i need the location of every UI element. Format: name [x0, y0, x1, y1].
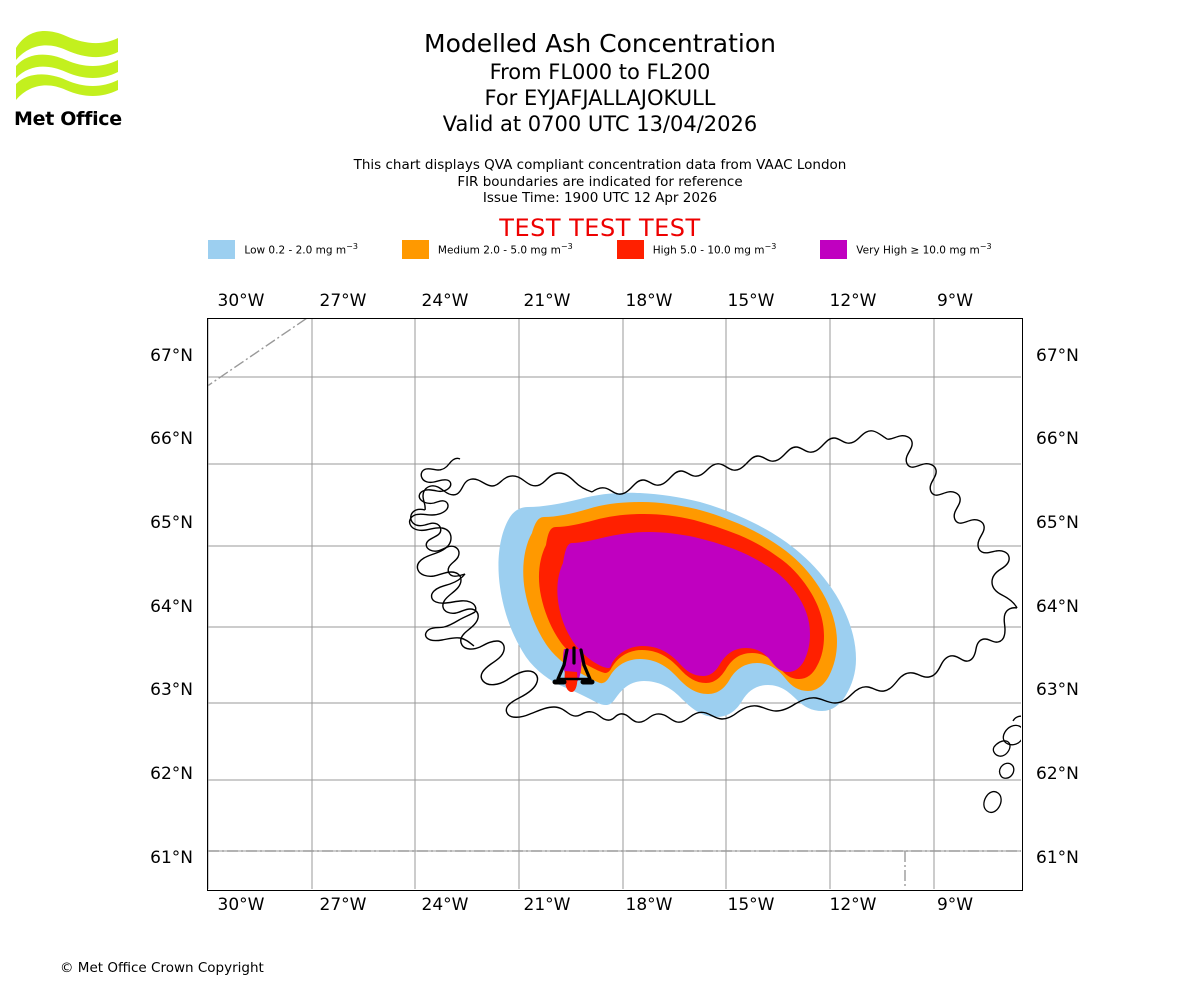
lat-tick-left-61: 61°N	[150, 847, 193, 868]
legend-item-low: Low 0.2 - 2.0 mg m−3	[208, 240, 358, 259]
ash-concentration-map	[208, 319, 1021, 889]
lon-tick-bottom--15: 15°W	[727, 895, 775, 915]
legend-item-very-high: Very High ≥ 10.0 mg m−3	[820, 240, 992, 259]
lon-tick-top--9: 9°W	[936, 291, 974, 311]
iceland-coastline	[408, 430, 1018, 723]
lon-tick-bottom--27: 27°W	[319, 895, 367, 915]
lon-tick-top--21: 21°W	[523, 291, 571, 311]
lon-tick-bottom--12: 12°W	[829, 895, 877, 915]
lon-tick-top--30: 30°W	[217, 291, 265, 311]
met-office-wordmark: Met Office	[14, 108, 122, 130]
page-title: Modelled Ash Concentration	[424, 29, 776, 58]
legend-label-low: Low 0.2 - 2.0 mg m−3	[244, 242, 358, 257]
lat-tick-right-63: 63°N	[1036, 680, 1079, 701]
lon-tick-top--27: 27°W	[319, 291, 367, 311]
lon-tick-top--12: 12°W	[829, 291, 877, 311]
legend-swatch-medium	[401, 240, 429, 259]
legend-label-very-high: Very High ≥ 10.0 mg m−3	[856, 242, 992, 257]
faroe-islands-coastline	[983, 715, 1021, 814]
legend-swatch-high	[616, 240, 644, 259]
lon-tick-bottom--24: 24°W	[421, 895, 469, 915]
legend-swatch-low	[208, 240, 236, 259]
met-office-logo: Met Office	[10, 22, 130, 130]
volcano-name: For EYJAFJALLAJOKULL	[484, 86, 716, 110]
issue-time: Issue Time: 1900 UTC 12 Apr 2026	[482, 190, 718, 206]
map-plot-area	[207, 318, 1023, 891]
description-line-2: FIR boundaries are indicated for referen…	[457, 173, 743, 190]
met-office-wave-mark	[16, 31, 118, 100]
legend-swatch-very-high	[820, 240, 848, 259]
lat-tick-left-64: 64°N	[150, 596, 193, 617]
lon-tick-bottom--21: 21°W	[523, 895, 571, 915]
chart-title-block: Modelled Ash Concentration From FL000 to…	[0, 28, 1200, 137]
ash-contour-vent-lobe-red	[564, 671, 578, 693]
legend-label-high: High 5.0 - 10.0 mg m−3	[652, 242, 777, 257]
lat-tick-left-66: 66°N	[150, 429, 193, 450]
lat-tick-right-61: 61°N	[1036, 847, 1079, 868]
legend-item-medium: Medium 2.0 - 5.0 mg m−3	[401, 240, 573, 259]
fir-boundary-lines	[208, 319, 1021, 889]
lon-tick-bottom--9: 9°W	[936, 895, 974, 915]
flight-level-range: From FL000 to FL200	[489, 60, 711, 84]
lon-tick-bottom--30: 30°W	[217, 895, 265, 915]
lat-tick-left-67: 67°N	[150, 345, 193, 366]
legend-item-high: High 5.0 - 10.0 mg m−3	[616, 240, 777, 259]
valid-time: Valid at 0700 UTC 13/04/2026	[442, 112, 758, 136]
lat-tick-left-63: 63°N	[150, 680, 193, 701]
lat-tick-right-66: 66°N	[1036, 429, 1079, 450]
lat-tick-right-62: 62°N	[1036, 763, 1079, 784]
ash-plume-contours	[498, 492, 856, 717]
legend-label-medium: Medium 2.0 - 5.0 mg m−3	[437, 242, 573, 257]
test-banner: TEST TEST TEST	[499, 214, 701, 242]
chart-description: This chart displays QVA compliant concen…	[0, 157, 1200, 207]
lon-tick-top--18: 18°W	[625, 291, 673, 311]
lat-tick-right-65: 65°N	[1036, 512, 1079, 533]
lat-tick-right-67: 67°N	[1036, 345, 1079, 366]
lon-tick-bottom--18: 18°W	[625, 895, 673, 915]
lat-tick-right-64: 64°N	[1036, 596, 1079, 617]
ash-contour-very-high	[557, 532, 810, 676]
lat-tick-left-62: 62°N	[150, 763, 193, 784]
copyright-notice: © Met Office Crown Copyright	[60, 960, 264, 976]
lat-tick-left-65: 65°N	[150, 512, 193, 533]
description-line-1: This chart displays QVA compliant concen…	[353, 157, 847, 173]
lon-tick-top--15: 15°W	[727, 291, 775, 311]
volcano-marker-icon	[552, 646, 595, 685]
lon-tick-top--24: 24°W	[421, 291, 469, 311]
concentration-legend: Low 0.2 - 2.0 mg m−3 Medium 2.0 - 5.0 mg …	[0, 240, 1200, 259]
